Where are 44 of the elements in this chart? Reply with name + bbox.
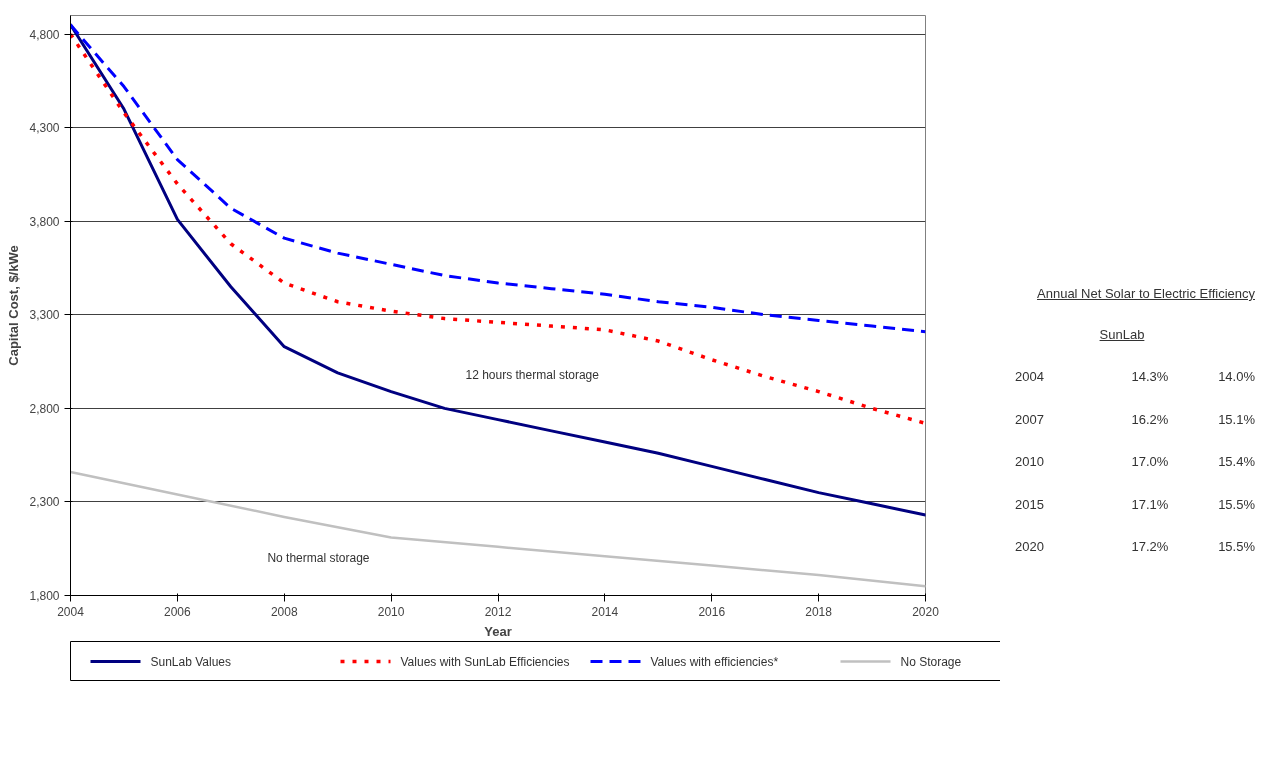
text: 2020: [1014, 538, 1045, 557]
y-tick-label: 1,800: [29, 589, 60, 603]
text: Annual Net Solar to Electric Efficiency: [1036, 285, 1255, 303]
text: 16.2%: [1130, 410, 1170, 429]
annotation: 12 hours thermal storage: [465, 368, 600, 383]
text: SunLab: [1098, 325, 1146, 344]
x-tick-label: 2012: [484, 604, 512, 619]
text: 2007: [1014, 410, 1045, 429]
y-tick-label: 3,800: [29, 214, 60, 229]
x-tick-label: 2010: [377, 604, 405, 619]
text: 14.0%: [1217, 368, 1256, 387]
y-tick-label: 3,300: [29, 308, 60, 323]
x-tick-label: 2004: [57, 604, 85, 619]
text: 2004: [1014, 368, 1045, 387]
text: 2015: [1014, 495, 1045, 514]
line-series: [70, 470, 926, 588]
text: 15.1%: [1217, 410, 1256, 429]
legend-label: No Storage: [900, 654, 962, 669]
x-tick-label: 2018: [805, 604, 833, 619]
line-series: [70, 32, 926, 426]
line-series: [70, 23, 926, 334]
x-tick-label: 2008: [270, 604, 298, 619]
text: 17.0%: [1130, 453, 1170, 472]
text: 14.3%: [1130, 368, 1170, 387]
y-tick-label: 2,800: [29, 401, 60, 416]
legend-label: Values with efficiencies*: [650, 654, 779, 669]
legend-label: SunLab Values: [150, 654, 232, 669]
x-axis-title: Year: [484, 623, 512, 639]
legend-label: Values with SunLab Efficiencies: [400, 654, 570, 669]
x-tick-label: 2014: [591, 604, 619, 619]
text: 15.5%: [1217, 495, 1256, 514]
text: 17.1%: [1130, 495, 1170, 514]
text: 15.4%: [1217, 453, 1256, 472]
x-tick-label: 2006: [164, 604, 192, 619]
y-axis-title: Capital Cost, $/kWe: [6, 245, 22, 366]
y-tick-label: 4,300: [29, 121, 60, 136]
y-tick-label: 4,800: [29, 27, 60, 42]
text: 15.5%: [1217, 538, 1256, 557]
x-tick-label: 2020: [912, 604, 940, 619]
y-tick-label: 2,300: [29, 495, 60, 510]
annotation: No thermal storage: [267, 550, 370, 565]
x-tick-label: 2016: [698, 604, 726, 619]
text: 2010: [1014, 453, 1045, 472]
text: 17.2%: [1130, 538, 1170, 557]
